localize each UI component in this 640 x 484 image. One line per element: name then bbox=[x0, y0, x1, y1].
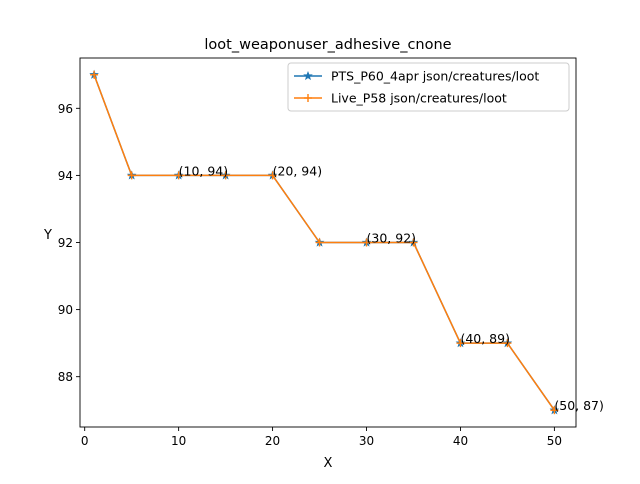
x-tick-label: 50 bbox=[547, 434, 562, 448]
x-tick-label: 0 bbox=[81, 434, 89, 448]
point-annotation: (40, 89) bbox=[460, 331, 510, 346]
data-point bbox=[550, 406, 559, 415]
point-annotation: (20, 94) bbox=[273, 163, 323, 178]
x-tick-label: 20 bbox=[265, 434, 280, 448]
legend-entry: PTS_P60_4apr json/creatures/loot bbox=[294, 69, 539, 84]
y-tick-label: 90 bbox=[58, 303, 73, 317]
y-axis-label: Y bbox=[43, 228, 52, 243]
legend-marker bbox=[304, 94, 312, 102]
series-2 bbox=[90, 70, 559, 415]
data-point bbox=[221, 171, 230, 180]
y-tick-label: 94 bbox=[58, 169, 73, 183]
data-point bbox=[409, 238, 418, 247]
x-tick-label: 40 bbox=[453, 434, 468, 448]
y-tick-label: 92 bbox=[58, 236, 73, 250]
data-point bbox=[362, 238, 371, 247]
legend-label: PTS_P60_4apr json/creatures/loot bbox=[331, 69, 539, 84]
x-axis-label: X bbox=[324, 456, 333, 471]
y-tick-label: 88 bbox=[58, 370, 73, 384]
data-point bbox=[268, 171, 277, 180]
legend-box bbox=[287, 62, 570, 112]
x-tick-label: 30 bbox=[359, 434, 374, 448]
legend-marker bbox=[303, 70, 313, 81]
data-point bbox=[127, 171, 136, 180]
point-annotation: (30, 92) bbox=[367, 231, 417, 246]
y-tick-label: 96 bbox=[58, 102, 73, 116]
data-point bbox=[90, 70, 99, 79]
chart-title: loot_weaponuser_adhesive_cnone bbox=[204, 37, 451, 53]
data-point bbox=[315, 238, 324, 247]
x-tick-label: 10 bbox=[171, 434, 186, 448]
data-point bbox=[503, 339, 512, 348]
point-annotation: (10, 94) bbox=[179, 163, 229, 178]
legend: PTS_P60_4apr json/creatures/loot Live_P58… bbox=[287, 62, 570, 112]
plot-area: (10, 94) (20, 94) (30, 92) (40, 89) (50, 87) bbox=[89, 69, 604, 415]
y-axis: 88 90 92 94 96 bbox=[58, 102, 80, 384]
legend-label: Live_P58 json/creatures/loot bbox=[331, 91, 507, 106]
data-point bbox=[174, 171, 183, 180]
x-axis: 0 10 20 30 40 50 bbox=[81, 427, 562, 448]
point-annotation: (50, 87) bbox=[554, 398, 604, 413]
legend-entry: Live_P58 json/creatures/loot bbox=[294, 91, 507, 106]
data-point bbox=[456, 339, 465, 348]
